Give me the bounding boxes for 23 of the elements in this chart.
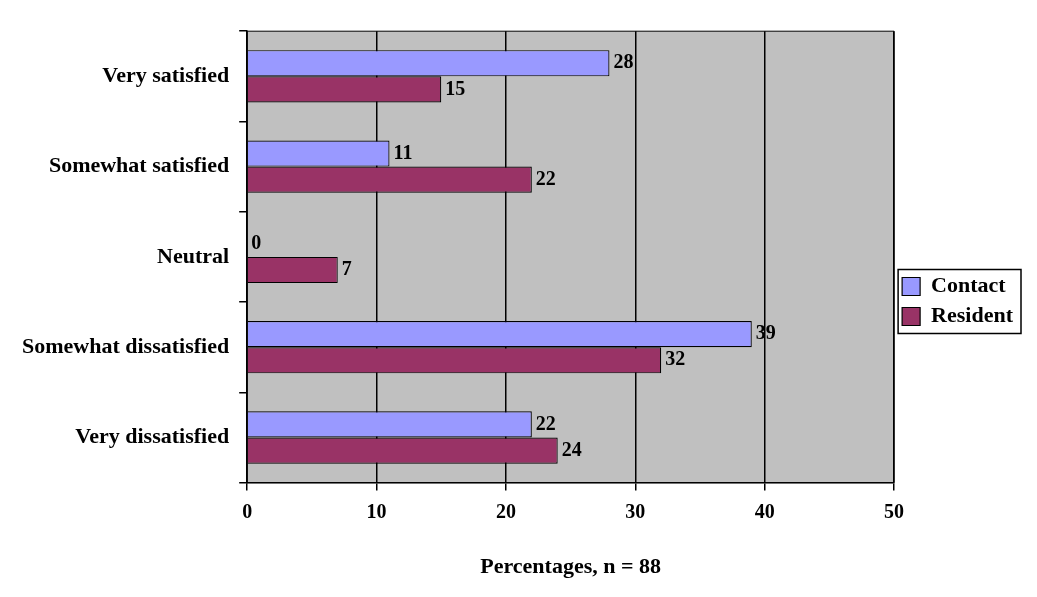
x-tick-label: 10 xyxy=(366,499,387,522)
y-tick-label: Neutral xyxy=(157,242,230,268)
y-tick-label: Very dissatisfied xyxy=(75,423,230,449)
y-tick-label: Somewhat dissatisfied xyxy=(22,332,230,358)
data-label: 11 xyxy=(393,140,413,163)
data-label: 0 xyxy=(251,230,262,253)
y-tick-label: Very satisfied xyxy=(102,62,230,88)
legend-label: Contact xyxy=(931,272,1007,298)
data-label: 22 xyxy=(535,411,556,434)
x-tick-label: 40 xyxy=(754,499,775,522)
x-tick-label: 20 xyxy=(495,499,516,522)
data-label: 24 xyxy=(561,437,582,460)
legend-label: Resident xyxy=(931,302,1014,328)
y-tick-label: Somewhat satisfied xyxy=(48,152,230,178)
data-label: 7 xyxy=(341,257,352,280)
x-axis-title: Percentages, n = 88 xyxy=(480,553,662,579)
data-label: 32 xyxy=(665,347,686,370)
data-label: 28 xyxy=(613,50,634,73)
x-tick-label: 50 xyxy=(884,499,905,522)
data-label: 22 xyxy=(535,166,556,189)
x-tick-label: 0 xyxy=(242,499,253,522)
x-tick-label: 30 xyxy=(625,499,646,522)
data-label: 15 xyxy=(445,76,466,99)
